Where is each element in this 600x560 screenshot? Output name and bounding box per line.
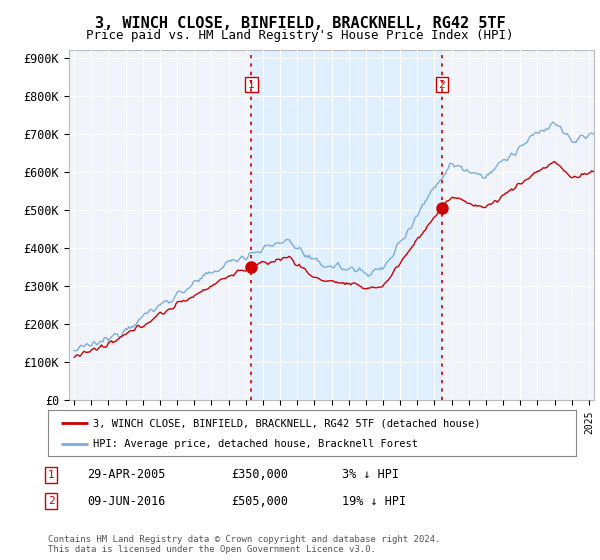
Bar	[251, 50, 442, 400]
Text: 2: 2	[439, 80, 445, 90]
Text: 09-JUN-2016: 09-JUN-2016	[87, 494, 166, 508]
Text: 3% ↓ HPI: 3% ↓ HPI	[342, 468, 399, 482]
Text: Contains HM Land Registry data © Crown copyright and database right 2024.
This d: Contains HM Land Registry data © Crown c…	[48, 535, 440, 554]
Text: £350,000: £350,000	[231, 468, 288, 482]
Text: 1: 1	[47, 470, 55, 480]
Text: Price paid vs. HM Land Registry's House Price Index (HPI): Price paid vs. HM Land Registry's House …	[86, 29, 514, 42]
Text: 19% ↓ HPI: 19% ↓ HPI	[342, 494, 406, 508]
Text: £505,000: £505,000	[231, 494, 288, 508]
Text: HPI: Average price, detached house, Bracknell Forest: HPI: Average price, detached house, Brac…	[93, 440, 418, 450]
Text: 1: 1	[248, 80, 255, 90]
Text: 29-APR-2005: 29-APR-2005	[87, 468, 166, 482]
Text: 2: 2	[47, 496, 55, 506]
Text: 3, WINCH CLOSE, BINFIELD, BRACKNELL, RG42 5TF: 3, WINCH CLOSE, BINFIELD, BRACKNELL, RG4…	[95, 16, 505, 31]
Text: 3, WINCH CLOSE, BINFIELD, BRACKNELL, RG42 5TF (detached house): 3, WINCH CLOSE, BINFIELD, BRACKNELL, RG4…	[93, 418, 481, 428]
